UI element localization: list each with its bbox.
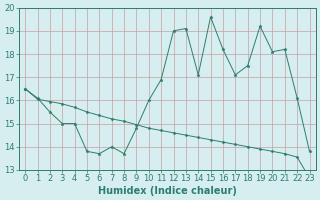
X-axis label: Humidex (Indice chaleur): Humidex (Indice chaleur) [98,186,237,196]
